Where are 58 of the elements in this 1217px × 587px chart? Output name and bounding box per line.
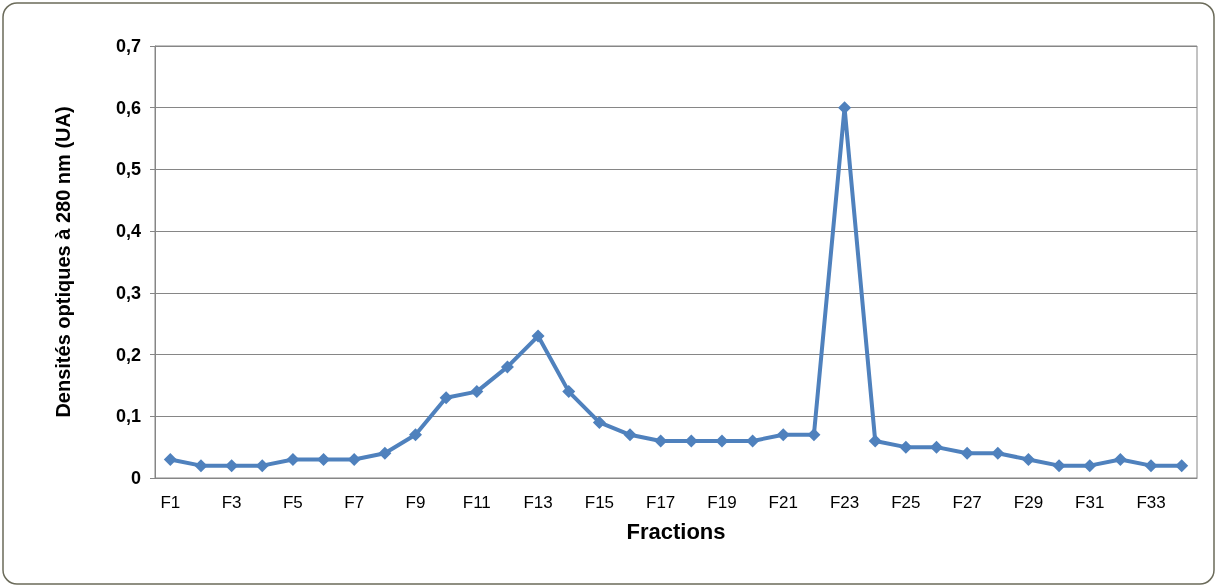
x-tick-label: F9: [405, 493, 426, 512]
x-tick-label: F29: [1013, 493, 1044, 512]
point: [286, 452, 300, 466]
point: [378, 446, 392, 460]
x-tick-label: F7: [344, 493, 365, 512]
point: [225, 459, 239, 473]
x-tick-label: F17: [646, 493, 676, 512]
x-tick-label: F23: [829, 493, 860, 512]
x-tick-label: F3: [221, 493, 242, 512]
y-axis-title: Densités optiques à 280 nm (UA): [52, 106, 74, 418]
point: [194, 459, 208, 473]
point: [1021, 452, 1035, 466]
point: [592, 415, 606, 429]
point: [807, 428, 821, 442]
point: [531, 329, 545, 343]
x-tick-label: F15: [584, 493, 615, 512]
x-tick-label: F31: [1075, 493, 1105, 512]
x-tick-label: F27: [952, 493, 982, 512]
y-tick-label: 0,5: [115, 159, 141, 180]
y-tick-label: 0,3: [115, 282, 141, 303]
point: [1052, 459, 1066, 473]
x-tick-label: F21: [768, 493, 798, 512]
point: [1144, 459, 1158, 473]
point: [960, 446, 974, 460]
point: [163, 452, 177, 466]
point: [776, 428, 790, 442]
y-tick-label: 0,1: [115, 406, 141, 427]
point: [470, 385, 484, 399]
x-tick-label: F5: [282, 493, 303, 512]
x-tick-label: F1: [160, 493, 181, 512]
point: [439, 391, 453, 405]
y-tick-label: 0: [130, 468, 141, 488]
point: [746, 434, 760, 448]
point: [1083, 459, 1097, 473]
point: [991, 446, 1005, 460]
point: [623, 428, 637, 442]
point: [1113, 452, 1127, 466]
point: [562, 385, 576, 399]
x-tick-label: F19: [707, 493, 737, 512]
point: [409, 428, 422, 442]
x-tick-label: F25: [891, 493, 921, 512]
y-tick-label: 0,2: [115, 344, 141, 365]
y-tick-label: 0,4: [115, 221, 141, 242]
point: [500, 360, 514, 374]
x-tick-label: F33: [1136, 493, 1166, 512]
point: [1175, 459, 1189, 473]
point: [899, 440, 913, 454]
point: [868, 434, 882, 448]
point: [930, 440, 943, 454]
y-tick-label: 0,7: [115, 36, 141, 56]
x-tick-label: F13: [523, 493, 553, 512]
point: [347, 452, 361, 466]
point: [255, 459, 269, 473]
x-tick-label: F11: [462, 493, 491, 512]
x-axis-title: Fractions: [626, 518, 726, 544]
point: [715, 434, 729, 448]
y-tick-label: 0,6: [115, 97, 141, 118]
point: [317, 452, 331, 466]
